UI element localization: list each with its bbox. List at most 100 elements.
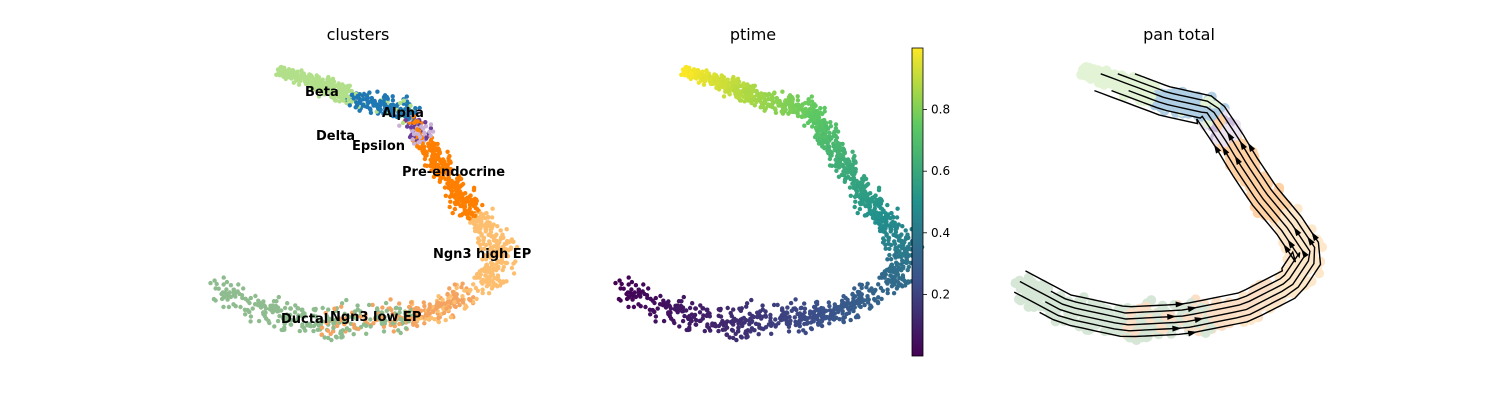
cell-point	[494, 240, 499, 245]
cell-point	[896, 280, 901, 285]
cell-point	[833, 122, 839, 127]
cell-point	[880, 272, 885, 277]
cell-point	[742, 82, 747, 88]
colorbar-gradient	[911, 47, 924, 357]
cell-point	[802, 310, 807, 315]
cell-point	[297, 328, 302, 334]
cell-point	[363, 323, 369, 328]
cell-point	[863, 195, 868, 201]
cell-point	[453, 296, 458, 301]
cell-point	[411, 132, 417, 137]
cell-point	[406, 304, 412, 310]
cell-point	[459, 285, 464, 290]
cell-point	[511, 261, 516, 266]
cell-point	[684, 308, 689, 313]
cell-point	[643, 304, 648, 310]
cell-point	[847, 159, 852, 164]
cell-point	[743, 329, 749, 334]
cluster-label-delta: Delta	[316, 129, 355, 144]
cell-point	[879, 197, 884, 202]
cell-point	[624, 296, 630, 302]
cell-point	[822, 145, 828, 150]
cell-point	[748, 316, 753, 321]
cell-point	[440, 297, 445, 302]
cell-point	[681, 294, 686, 300]
cell-point	[726, 89, 731, 95]
cell-point	[424, 163, 430, 168]
cell-point	[460, 281, 465, 286]
cell-point	[427, 129, 432, 134]
cell-point	[231, 292, 237, 297]
cell-point	[779, 308, 785, 313]
cell-point	[465, 215, 471, 221]
cell-point	[488, 274, 493, 279]
cell-point	[636, 302, 641, 307]
cell-point	[850, 291, 855, 297]
cell-point	[810, 124, 815, 129]
cell-point	[383, 300, 389, 306]
cell-point	[248, 319, 253, 324]
cell-point	[433, 145, 438, 150]
cell-point	[375, 89, 380, 94]
cell-point	[494, 243, 500, 249]
cell-point	[795, 98, 801, 103]
cell-point	[449, 189, 455, 194]
cell-point	[271, 299, 277, 304]
cell-point	[718, 321, 724, 326]
cell-point	[864, 285, 869, 290]
cell-point	[384, 308, 389, 313]
cell-point	[827, 321, 832, 326]
cell-point	[311, 313, 316, 318]
cell-point	[813, 300, 819, 305]
cell-point	[847, 301, 852, 306]
cell-point	[297, 76, 303, 82]
cell-point	[873, 298, 878, 303]
cell-point	[332, 98, 338, 103]
cell-point	[499, 260, 504, 266]
cell-point	[243, 296, 248, 301]
cell-point	[893, 246, 899, 251]
cell-point	[248, 314, 254, 319]
colorbar: 0.20.40.60.8	[911, 47, 950, 357]
cell-point	[433, 306, 439, 311]
cell-point	[321, 84, 326, 89]
cell-point	[857, 183, 862, 189]
cell-point	[755, 314, 760, 320]
cell-point	[400, 320, 406, 326]
cell-point	[487, 223, 493, 228]
cell-point	[480, 290, 485, 296]
cell-point	[471, 282, 476, 287]
cell-point	[247, 300, 252, 306]
cell-point	[358, 314, 364, 319]
cell-point	[293, 318, 298, 323]
cell-point	[661, 318, 667, 324]
cell-point	[838, 145, 843, 150]
cell-point	[793, 106, 798, 112]
cell-point	[736, 321, 741, 326]
cell-point	[226, 291, 231, 296]
cell-point	[882, 230, 888, 235]
cell-point	[457, 190, 462, 196]
cell-point	[708, 328, 713, 333]
cell-point	[288, 322, 293, 327]
cell-point	[474, 223, 479, 228]
cell-point	[397, 321, 402, 327]
cell-point	[889, 262, 895, 267]
cell-point	[241, 286, 246, 291]
cell-point	[734, 94, 739, 100]
cell-point	[225, 297, 230, 302]
cell-point	[500, 251, 505, 257]
cell-point	[828, 312, 834, 317]
cell-point	[889, 211, 894, 216]
cell-point	[484, 262, 490, 267]
cell-point	[491, 236, 497, 241]
cell-point	[867, 204, 873, 209]
cell-point	[819, 323, 825, 329]
cell-point	[685, 315, 690, 320]
cell-point	[870, 215, 876, 221]
panel-ptime: ptime 0.20.40.60.8	[613, 25, 950, 357]
cell-point	[756, 332, 761, 337]
cell-point	[887, 246, 892, 251]
cell-point	[705, 322, 710, 327]
cell-point	[316, 94, 322, 99]
